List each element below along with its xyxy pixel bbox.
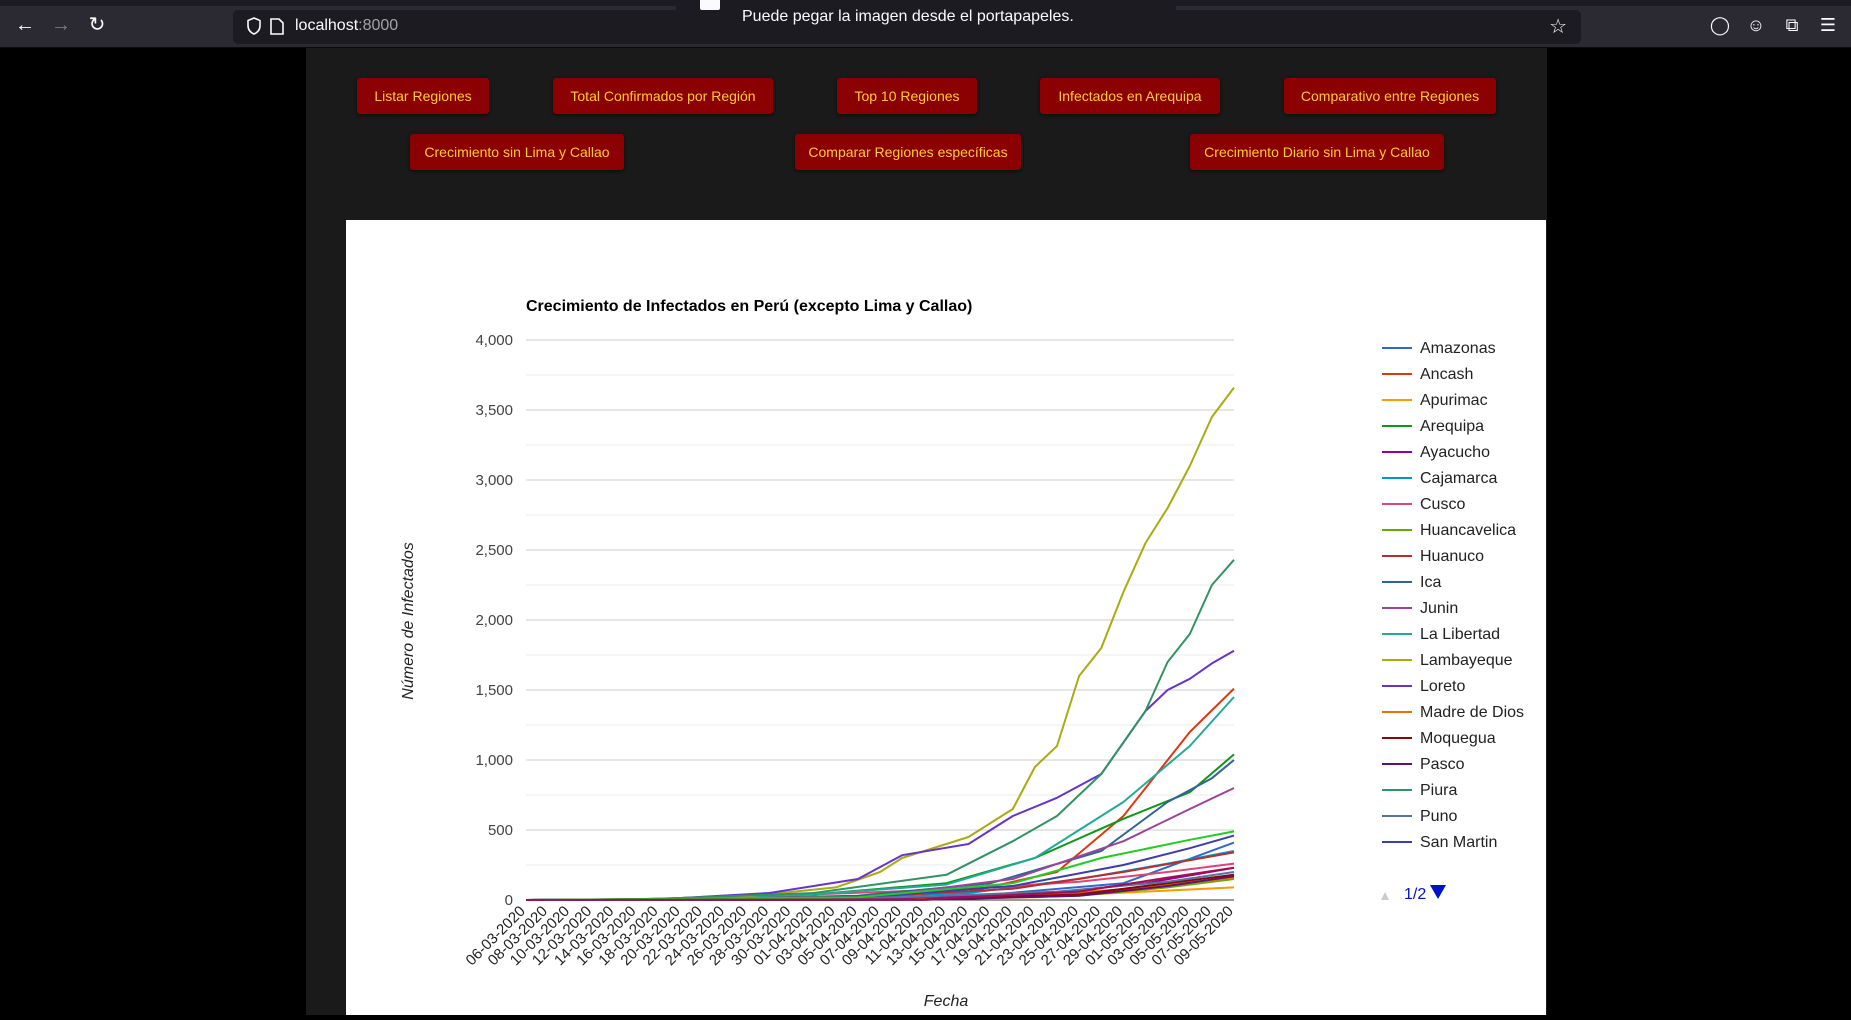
legend-entry: Ica [1420, 574, 1441, 591]
y-axis-label: Número de Infectados [400, 542, 417, 699]
bookmark-star-icon[interactable]: ☆ [1549, 16, 1567, 38]
y-tick-label: 2,000 [475, 612, 513, 629]
legend-entry: Loreto [1420, 678, 1465, 695]
listar-regiones-button[interactable]: Listar Regiones [357, 78, 489, 114]
legend-page: 1/2 [1404, 886, 1426, 903]
y-tick-label: 2,500 [475, 542, 513, 559]
legend-entry: Amazonas [1420, 340, 1496, 357]
legend-next-icon[interactable] [1430, 885, 1446, 899]
chart-title: Crecimiento de Infectados en Perú (excep… [526, 298, 972, 315]
menu-icon[interactable]: ☰ [1819, 15, 1837, 35]
chart-container: Crecimiento de Infectados en Perú (excep… [346, 220, 1546, 1015]
legend-entry: Puno [1420, 808, 1457, 825]
url-text[interactable]: localhost:8000 [295, 17, 399, 34]
legend-entry: Lambayeque [1420, 652, 1513, 669]
account-icon[interactable]: ☺ [1746, 15, 1766, 35]
pocket-icon[interactable]: ◯ [1709, 15, 1731, 35]
series-lines [525, 386, 1235, 901]
series-line [525, 559, 1235, 901]
chart-legend: Amazonas Ancash Apurimac Arequipa Ayacucho Ca… [1382, 340, 1524, 851]
reload-icon[interactable]: ↻ [88, 14, 106, 36]
crecimiento-diario-button[interactable]: Crecimiento Diario sin Lima y Callao [1190, 134, 1444, 170]
series-line [525, 649, 1235, 901]
clipboard-icon [700, 0, 720, 10]
legend-entry: Piura [1420, 782, 1457, 799]
notification-text: Puede pegar la imagen desde el portapape… [742, 8, 1074, 25]
legend-entry: Pasco [1420, 756, 1465, 773]
legend-entry: Arequipa [1420, 418, 1484, 435]
series-line [525, 866, 1235, 901]
shield-icon[interactable] [247, 17, 261, 35]
legend-pager: 1/2 [1381, 885, 1446, 903]
back-icon[interactable]: ← [15, 14, 35, 36]
y-tick-label: 4,000 [475, 332, 513, 349]
series-line [525, 830, 1235, 901]
comparativo-regiones-button[interactable]: Comparativo entre Regiones [1284, 78, 1496, 114]
legend-entry: Cajamarca [1420, 470, 1497, 487]
legend-entry: Cusco [1420, 496, 1465, 513]
y-tick-label: 3,000 [475, 472, 513, 489]
y-tick-label: 1,000 [475, 752, 513, 769]
page-icon[interactable] [270, 18, 284, 35]
legend-entry: Moquegua [1420, 730, 1496, 747]
y-tick-label: 1,500 [475, 682, 513, 699]
series-line [525, 386, 1235, 901]
legend-entry: Junin [1420, 600, 1458, 617]
legend-prev-icon[interactable] [1381, 892, 1389, 900]
y-axis: 0 500 1,000 1,500 2,000 2,500 3,000 3,500 4,000 [475, 332, 513, 909]
x-axis-label: Fecha [924, 993, 969, 1010]
legend-entry: San Martin [1420, 834, 1497, 851]
clipboard-notification: Puede pegar la imagen desde el portapape… [676, 0, 1176, 43]
infectados-arequipa-button[interactable]: Infectados en Arequipa [1040, 78, 1220, 114]
legend-entry: Ayacucho [1420, 444, 1490, 461]
series-line [525, 687, 1235, 901]
legend-entry: Madre de Dios [1420, 704, 1524, 721]
y-tick-label: 0 [505, 892, 513, 909]
legend-entry: Huancavelica [1420, 522, 1516, 539]
y-tick-label: 500 [488, 822, 513, 839]
legend-entry: Huanuco [1420, 548, 1484, 565]
total-confirmados-button[interactable]: Total Confirmados por Región [553, 78, 773, 114]
forward-icon[interactable]: → [51, 14, 71, 36]
legend-entry: Ancash [1420, 366, 1473, 383]
legend-entry: La Libertad [1420, 626, 1500, 643]
line-chart: Crecimiento de Infectados en Perú (excep… [400, 298, 1524, 1010]
crecimiento-sin-lima-button[interactable]: Crecimiento sin Lima y Callao [410, 134, 624, 170]
x-axis: 06-03-202008-03-202010-03-202012-03-2020… [463, 903, 1237, 969]
extensions-icon[interactable]: ⧉ [1785, 15, 1799, 35]
series-line [525, 753, 1235, 901]
comparar-regiones-button[interactable]: Comparar Regiones específicas [795, 134, 1021, 170]
legend-entry: Apurimac [1420, 392, 1488, 409]
y-tick-label: 3,500 [475, 402, 513, 419]
top-10-regiones-button[interactable]: Top 10 Regiones [837, 78, 977, 114]
